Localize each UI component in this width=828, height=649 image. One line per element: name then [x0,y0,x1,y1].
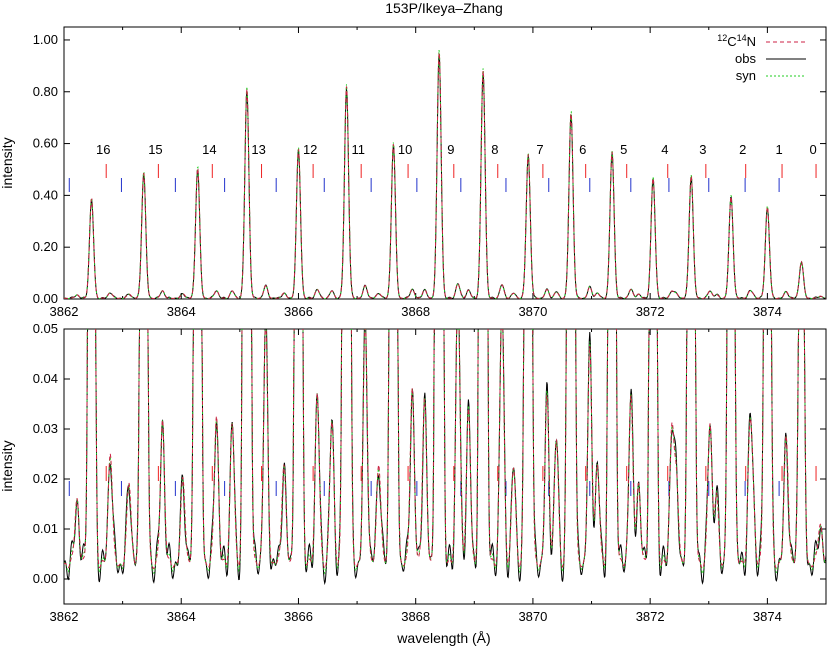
x-tick-label: 3862 [50,304,79,319]
top-y-axis-label: intensity [0,137,15,188]
cn-series-line [64,329,826,570]
x-tick-label: 3868 [401,609,430,624]
branch-line-number: 12 [303,142,317,157]
legend: 12C14N obs syn [717,33,806,83]
syn-series-line [64,50,826,299]
cn-series-line [64,52,826,299]
legend-label-syn: syn [736,68,756,83]
top-panel-frame [63,26,827,300]
obs-series-line [64,54,826,299]
bottom-panel-ticks: 3862 3864 3866 3868 3870 3872 3874 0.00 0.01 0.02… [33,321,826,624]
x-tick-label: 3864 [167,304,196,319]
branch-line-number: 6 [579,142,586,157]
branch-line-number: 4 [661,142,668,157]
x-tick-label: 3866 [284,609,313,624]
branch-line-number: 0 [809,142,816,157]
bottom-series-group [64,329,826,586]
branch-line-number: 14 [202,142,216,157]
y-tick-label: 0.20 [33,239,58,254]
bottom-line-markers [68,466,817,496]
x-tick-label: 3866 [284,304,313,319]
x-tick-label: 3870 [518,304,547,319]
y-tick-label: 0.03 [33,421,58,436]
y-tick-label: 0.80 [33,84,58,99]
chart-title: 153P/Ikeya–Zhang [385,0,503,16]
y-tick-label: 0.05 [33,321,58,336]
legend-label-cn: 12C14N [717,33,756,49]
y-tick-label: 0.04 [33,371,58,386]
x-tick-label: 3864 [167,609,196,624]
bottom-y-axis-label: intensity [0,440,15,491]
branch-line-number: 7 [536,142,543,157]
branch-line-number: 13 [251,142,265,157]
branch-line-number: 3 [699,142,706,157]
x-tick-label: 3874 [753,304,782,319]
y-tick-label: 0.60 [33,136,58,151]
branch-line-number: 15 [148,142,162,157]
branch-line-number: 1 [775,142,782,157]
top-series-group [64,50,826,299]
branch-line-number: 2 [739,142,746,157]
top-line-markers [68,164,817,192]
legend-label-obs: obs [735,51,756,66]
branch-line-number: 5 [620,142,627,157]
y-tick-label: 0.00 [33,571,58,586]
y-tick-label: 0.02 [33,471,58,486]
y-tick-label: 1.00 [33,32,58,47]
y-tick-label: 0.00 [33,291,58,306]
x-axis-label: wavelength (Å) [396,630,490,646]
branch-line-number: 8 [491,142,498,157]
branch-line-number: 16 [96,142,110,157]
top-line-numbers: 16 15 14 13 12 11 10 9 8 7 6 5 4 3 2 1 0 [96,142,817,157]
x-tick-label: 3874 [753,609,782,624]
branch-line-number: 9 [447,142,454,157]
y-tick-label: 0.01 [33,521,58,536]
y-tick-label: 0.40 [33,187,58,202]
x-tick-label: 3872 [636,304,665,319]
x-tick-label: 3872 [636,609,665,624]
branch-line-number: 11 [351,142,365,157]
top-panel-ticks: 3862 3864 3866 3868 3870 3872 38740.000.200.40… [33,27,826,319]
x-tick-label: 3868 [401,304,430,319]
branch-line-number: 10 [398,142,412,157]
bottom-panel-frame [63,328,827,605]
x-tick-label: 3870 [518,609,547,624]
x-tick-label: 3862 [50,609,79,624]
